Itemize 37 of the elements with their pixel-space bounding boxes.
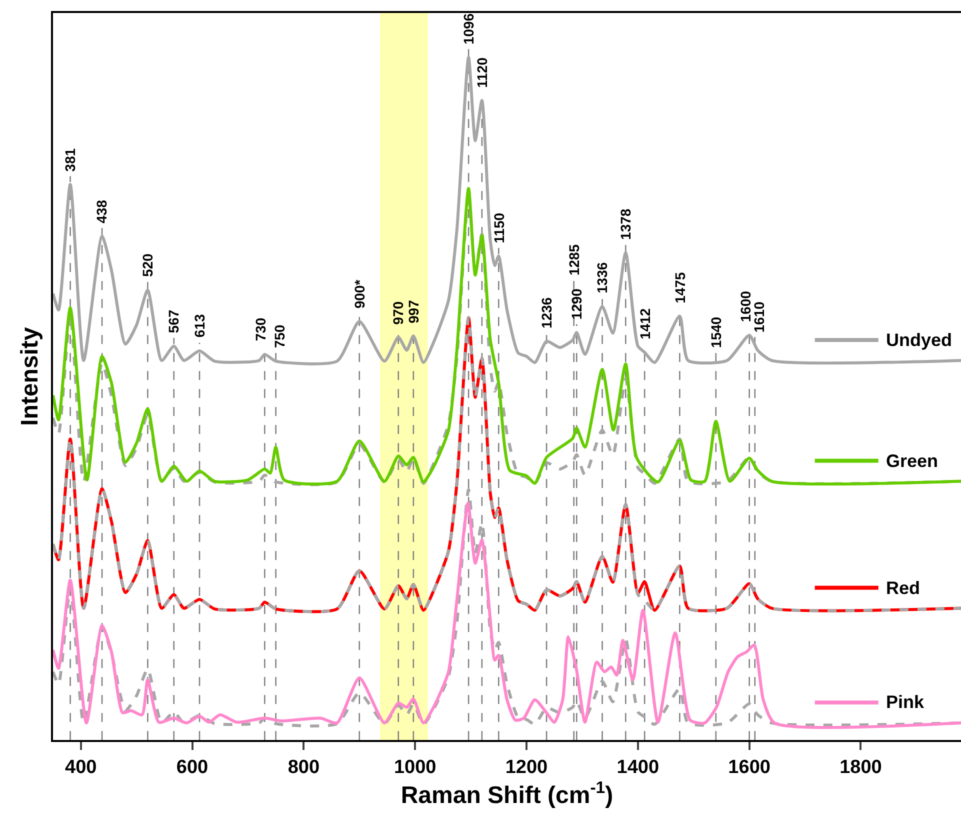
- ref-line-label: 970: [390, 301, 406, 325]
- ref-line-label: 1378: [617, 208, 634, 240]
- ref-line-label: 1236: [538, 297, 555, 328]
- x-axis-title: Raman Shift (cm$^{-1}$): [400, 778, 614, 809]
- legend-label: Pink: [886, 692, 925, 712]
- x-tick-label: 1200: [505, 756, 548, 778]
- x-tick-label: 1800: [840, 756, 882, 778]
- legend-label: Undyed: [886, 330, 952, 350]
- ref-line-label: 1475: [672, 272, 688, 304]
- ref-line-label: 1412: [636, 308, 653, 340]
- x-tick-label: 1400: [616, 756, 660, 778]
- ref-line-label: 1336: [594, 262, 610, 294]
- ref-line-label: 438: [94, 200, 110, 224]
- ref-line-label: 1540: [708, 316, 724, 348]
- ref-line-label: 613: [192, 314, 208, 338]
- ref-line-label: 1120: [474, 57, 490, 88]
- x-tick-label: 1600: [728, 756, 770, 778]
- x-tick-label: 1000: [394, 756, 436, 778]
- ref-line-label: 1610: [751, 301, 768, 333]
- ref-line-label: 1290: [568, 288, 585, 320]
- y-axis-title: Intensity: [16, 326, 44, 426]
- x-tick-label: 600: [176, 756, 208, 778]
- ref-line-label: 1600: [738, 290, 754, 322]
- ref-line-label: 1285: [566, 244, 582, 276]
- ref-line-label: 381: [62, 148, 78, 172]
- ref-line-label: 900*: [351, 279, 368, 309]
- x-tick-label: 800: [288, 756, 320, 778]
- ref-line-label: 1150: [491, 212, 508, 244]
- ref-line-label: 730: [252, 318, 268, 342]
- ref-line-label: 997: [405, 300, 422, 324]
- legend-label: Green: [886, 451, 938, 471]
- legend-label: Red: [886, 578, 920, 598]
- ref-line-label: 567: [166, 310, 182, 334]
- ref-line-label: 520: [139, 253, 156, 277]
- ref-line-label: 1096: [460, 13, 477, 45]
- ref-line-label: 750: [272, 324, 288, 348]
- x-tick-label: 400: [65, 756, 97, 778]
